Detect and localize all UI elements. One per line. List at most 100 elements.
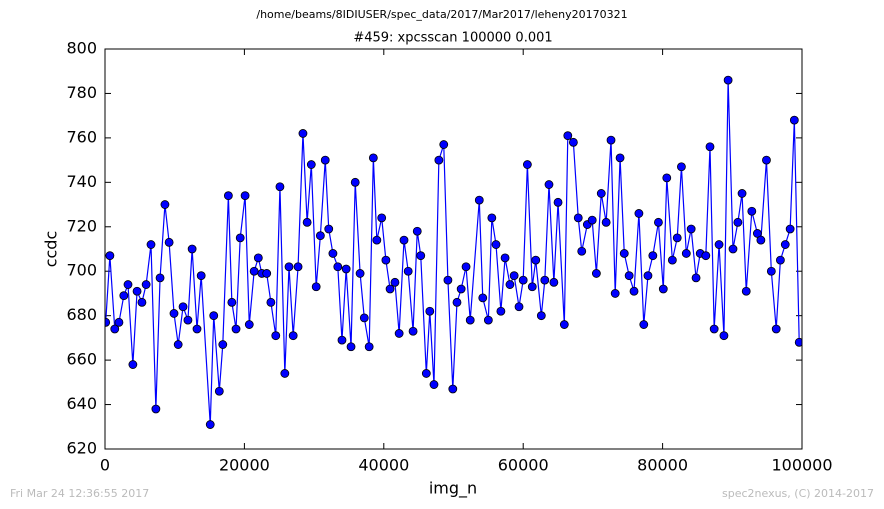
series-line <box>105 80 800 425</box>
data-point <box>601 217 611 227</box>
data-point <box>478 293 488 303</box>
x-tick-label: 40000 <box>358 456 409 475</box>
data-point <box>368 153 378 163</box>
data-point <box>408 326 418 336</box>
data-point <box>483 315 493 325</box>
data-point <box>253 253 263 263</box>
y-tick-label: 780 <box>66 83 97 102</box>
data-point <box>231 324 241 334</box>
data-point <box>672 233 682 243</box>
data-point <box>785 224 795 234</box>
data-point <box>302 217 312 227</box>
data-point <box>434 155 444 165</box>
data-point <box>105 251 115 261</box>
data-point <box>178 302 188 312</box>
data-point <box>747 206 757 216</box>
data-point <box>164 237 174 247</box>
data-point <box>615 153 625 163</box>
data-point <box>377 213 387 223</box>
data-point <box>205 420 215 429</box>
data-point <box>677 162 686 172</box>
data-point <box>306 160 316 169</box>
data-point <box>355 269 365 278</box>
data-point <box>591 269 601 278</box>
data-point <box>288 331 298 341</box>
x-tick-label: 20000 <box>219 456 270 475</box>
chart-title: #459: xpcsscan 100000 0.001 <box>353 31 552 46</box>
plot-frame <box>104 48 803 450</box>
data-point <box>298 129 308 138</box>
data-point <box>719 331 729 341</box>
data-point <box>491 240 501 249</box>
data-point <box>223 191 233 201</box>
data-point <box>372 235 382 245</box>
data-point <box>610 289 620 298</box>
data-point <box>429 380 439 389</box>
data-point <box>474 195 484 205</box>
data-point <box>762 155 771 165</box>
data-point <box>337 335 347 345</box>
data-point <box>394 329 404 338</box>
data-point <box>119 291 129 301</box>
data-point <box>146 240 156 249</box>
data-point <box>686 224 696 234</box>
data-point <box>412 226 422 236</box>
data-point <box>364 342 374 352</box>
data-point <box>728 244 738 254</box>
data-point <box>756 235 766 245</box>
data-point <box>214 386 224 396</box>
y-tick-label: 760 <box>66 127 97 146</box>
y-axis-label: ccdc <box>42 231 61 268</box>
data-point <box>275 182 285 192</box>
data-point <box>596 189 606 198</box>
data-point <box>320 155 330 165</box>
data-point <box>341 264 351 274</box>
data-point <box>244 320 254 329</box>
data-point <box>465 315 475 325</box>
data-point <box>741 286 751 296</box>
data-point <box>701 251 711 261</box>
data-point <box>421 369 431 378</box>
data-point <box>461 262 471 272</box>
data-point <box>577 246 587 256</box>
data-point <box>439 140 449 149</box>
data-point <box>662 173 672 183</box>
data-point <box>531 255 541 265</box>
data-point <box>249 266 259 276</box>
data-point <box>227 297 237 307</box>
data-point <box>737 189 747 198</box>
data-point <box>390 277 400 287</box>
data-point <box>714 240 724 249</box>
x-tick-label: 100000 <box>771 456 832 475</box>
data-point <box>385 284 395 294</box>
data-point <box>667 255 677 265</box>
data-point <box>151 404 161 414</box>
data-point <box>443 275 453 285</box>
data-point <box>527 282 537 292</box>
y-tick-label: 720 <box>66 216 97 235</box>
data-point <box>114 317 124 327</box>
data-point <box>333 262 343 272</box>
y-tick-label: 660 <box>66 350 97 369</box>
data-point <box>266 297 276 307</box>
data-point <box>549 277 559 287</box>
data-point <box>766 266 776 276</box>
data-point <box>568 137 578 147</box>
data-point <box>311 282 321 292</box>
data-point <box>789 115 799 125</box>
data-point <box>105 317 111 327</box>
data-point <box>540 275 550 285</box>
data-point <box>536 311 546 321</box>
data-point <box>141 280 151 289</box>
data-point <box>509 271 519 281</box>
data-point <box>381 255 391 265</box>
data-point <box>544 180 554 189</box>
data-point <box>500 253 510 263</box>
data-point <box>514 302 524 312</box>
data-point <box>315 231 325 241</box>
data-point <box>775 255 785 265</box>
data-point <box>160 200 170 209</box>
data-point <box>723 75 733 85</box>
data-point <box>606 135 616 145</box>
suptitle: /home/beams/8IDIUSER/spec_data/2017/Mar2… <box>256 8 627 21</box>
